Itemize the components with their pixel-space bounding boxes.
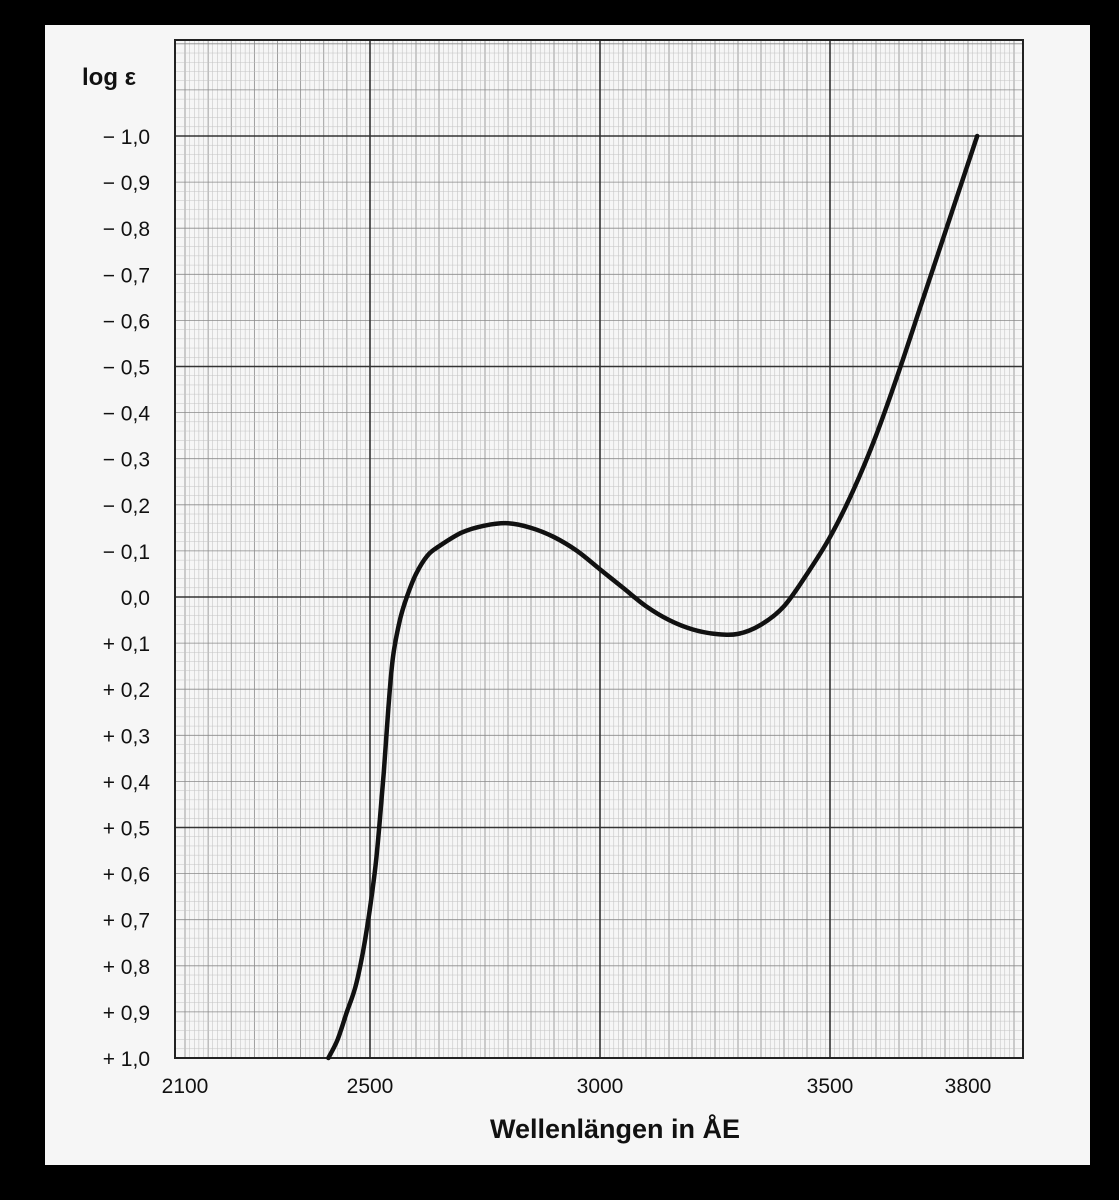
y-tick-label: + 1,0: [103, 1048, 150, 1071]
y-tick-label: + 0,5: [103, 818, 150, 841]
series-layer: [326, 133, 980, 1061]
y-tick-label: 0,0: [121, 587, 150, 610]
y-tick-label: + 0,9: [103, 1002, 150, 1025]
y-tick-label: + 0,3: [103, 725, 150, 748]
y-axis-title: log ε: [82, 64, 136, 91]
y-tick-label: + 0,8: [103, 956, 150, 979]
y-tick-label: − 1,0: [103, 126, 150, 149]
y-tick-label: − 0,1: [103, 541, 150, 564]
y-tick-label: + 0,7: [103, 910, 150, 933]
y-tick-label: − 0,2: [103, 495, 150, 518]
y-tick-label: − 0,8: [103, 218, 150, 241]
paper-background: [45, 25, 1090, 1165]
y-tick-label: + 0,2: [103, 679, 150, 702]
minor-grid: [175, 40, 1023, 1058]
plot-frame: [174, 39, 1024, 1059]
y-tick-label: − 0,5: [103, 357, 150, 380]
x-tick-label: 2500: [347, 1075, 394, 1098]
y-tick-label: − 0,4: [103, 403, 151, 426]
x-tick-label: 2100: [162, 1075, 209, 1098]
y-tick-label: + 0,1: [103, 633, 150, 656]
y-tick-labels: − 1,0 − 0,9 − 0,8 − 0,7 − 0,6 − 0,5 − 0,4 − 0,3…: [103, 126, 151, 1071]
y-tick-label: − 0,3: [103, 449, 150, 472]
x-tick-labels: 2100 2500 3000 3500 3800: [162, 1075, 992, 1098]
x-tick-label: 3500: [807, 1075, 854, 1098]
series-line: [326, 133, 980, 1061]
y-tick-label: + 0,6: [103, 864, 150, 887]
x-axis-title: Wellenlängen in ÅE: [490, 1113, 740, 1144]
x-tick-label: 3000: [577, 1075, 624, 1098]
y-tick-label: − 0,6: [103, 310, 150, 333]
x-tick-label: 3800: [945, 1075, 992, 1098]
y-tick-label: + 0,4: [103, 771, 151, 794]
y-tick-label: − 0,9: [103, 172, 150, 195]
y-tick-label: − 0,7: [103, 264, 150, 287]
